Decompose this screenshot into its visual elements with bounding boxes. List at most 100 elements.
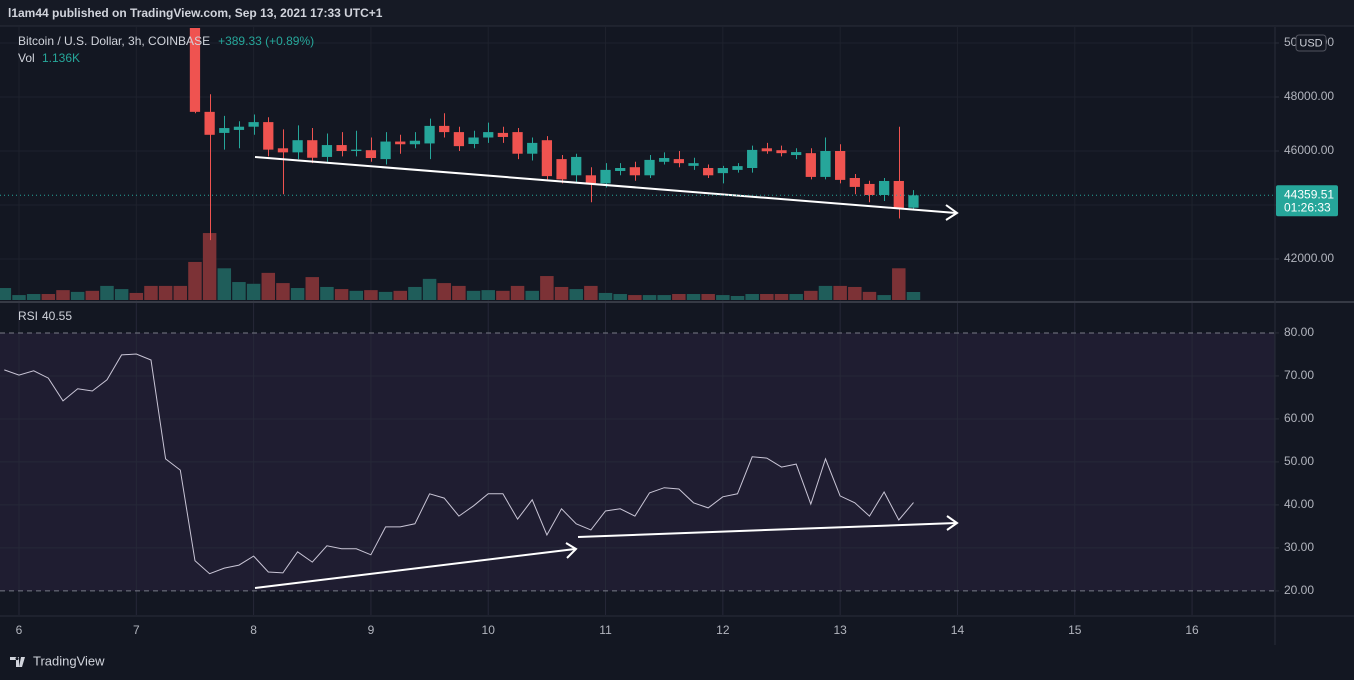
- trend-arrows: [254, 156, 959, 589]
- volume-value: 1.136K: [42, 51, 80, 65]
- rsi: [4, 353, 914, 575]
- candle-body: [365, 150, 377, 159]
- volume-bar: [877, 295, 891, 300]
- candle-body: [791, 152, 802, 156]
- volume-bar: [320, 286, 334, 300]
- candle-body: [512, 132, 523, 154]
- y-tick-label: 70.00: [1284, 368, 1314, 382]
- candle-body: [644, 159, 655, 176]
- volume-bar: [290, 288, 305, 300]
- candle-body: [893, 180, 904, 208]
- volume-bar: [745, 294, 759, 300]
- candle-body: [805, 153, 816, 177]
- volume-bar: [789, 294, 803, 300]
- x-tick-label: 11: [599, 623, 612, 637]
- volume-bar: [818, 285, 833, 300]
- candle-body: [395, 141, 406, 145]
- volume-bar: [686, 294, 701, 300]
- volume-bar: [129, 292, 144, 300]
- candle-body: [820, 151, 831, 177]
- candle-body: [307, 140, 318, 158]
- volume-bar: [217, 268, 232, 300]
- candle-body: [409, 140, 421, 145]
- volume-bar: [774, 294, 789, 300]
- volume-bar: [892, 268, 906, 300]
- candle-body: [189, 28, 201, 112]
- candle-body: [292, 140, 303, 153]
- candle-body: [908, 195, 919, 208]
- last-price-badge: [1276, 185, 1338, 217]
- volume-bar: [334, 289, 349, 300]
- candle-body: [600, 169, 611, 184]
- volume-bar: [173, 285, 188, 300]
- candle-body: [204, 111, 215, 135]
- last-price-label: 44359.51: [1284, 187, 1334, 201]
- brand: TradingView: [33, 653, 105, 668]
- volume-bar: [628, 295, 642, 300]
- volume-bar: [276, 283, 290, 300]
- symbol-title: Bitcoin / U.S. Dollar, 3h, COINBASE: [18, 34, 210, 48]
- candle-body: [615, 168, 626, 171]
- volume-bar: [188, 261, 202, 300]
- volume-bar: [510, 285, 525, 300]
- candle-body: [703, 168, 714, 176]
- volume-bar: [56, 290, 70, 300]
- volume-bar: [364, 290, 378, 300]
- volume-bar: [642, 295, 657, 300]
- volume-bar: [0, 288, 12, 300]
- x-tick-label: 12: [716, 623, 730, 637]
- candle-body: [688, 163, 699, 166]
- candle-body: [717, 168, 728, 174]
- x-tick-label: 10: [482, 623, 496, 637]
- volume-bar: [716, 295, 730, 300]
- candle-body: [321, 145, 333, 157]
- rsi-name: RSI: [18, 309, 38, 323]
- volume-bar: [12, 295, 26, 300]
- candle-body: [776, 150, 787, 154]
- candle-body: [248, 122, 259, 127]
- currency-badge: [1295, 34, 1327, 52]
- candle-body: [747, 149, 758, 169]
- volume-bar: [452, 285, 466, 300]
- publisher: l1am44 published on TradingView.com, Sep…: [8, 6, 383, 20]
- volume-bar: [261, 272, 276, 300]
- volume-bar: [584, 285, 598, 300]
- candles: [189, 28, 919, 241]
- volume-bar: [422, 278, 437, 300]
- candle-body: [571, 156, 582, 176]
- candle-body: [497, 132, 509, 137]
- volume-bar: [525, 290, 539, 300]
- candle-body: [453, 132, 465, 147]
- candle-body: [277, 148, 289, 153]
- candle-body: [864, 183, 875, 196]
- x-tick-label: 6: [16, 623, 23, 637]
- countdown: 01:26:33: [1284, 200, 1331, 214]
- logo: [10, 657, 25, 667]
- volume-bar: [569, 289, 583, 300]
- volume-bar: [393, 290, 407, 300]
- x-tick-label: 13: [833, 623, 847, 637]
- candle-body: [585, 175, 597, 184]
- volume: [0, 233, 921, 300]
- volume-bar: [540, 276, 554, 300]
- volume-bar: [730, 295, 745, 300]
- candle-body: [468, 137, 479, 144]
- volume-bar: [804, 290, 818, 300]
- volume-bar: [349, 290, 364, 300]
- candle-body: [673, 159, 684, 164]
- volume-bar: [554, 286, 569, 300]
- y-tick-label: 50.00: [1284, 454, 1314, 468]
- volume-bar: [862, 291, 877, 300]
- volume-bar: [305, 277, 320, 300]
- rsi-grid: [0, 303, 1275, 615]
- volume-name: Vol: [18, 51, 35, 65]
- y-tick-label: 20.00: [1284, 583, 1314, 597]
- volume-bar: [701, 294, 715, 300]
- volume-bar: [70, 291, 85, 300]
- y-tick-label: 40.00: [1284, 497, 1314, 511]
- volume-bar: [114, 289, 129, 300]
- price-change: +389.33 (+0.89%): [218, 34, 314, 48]
- volume-bar: [848, 286, 862, 300]
- arrow-head: [945, 204, 959, 221]
